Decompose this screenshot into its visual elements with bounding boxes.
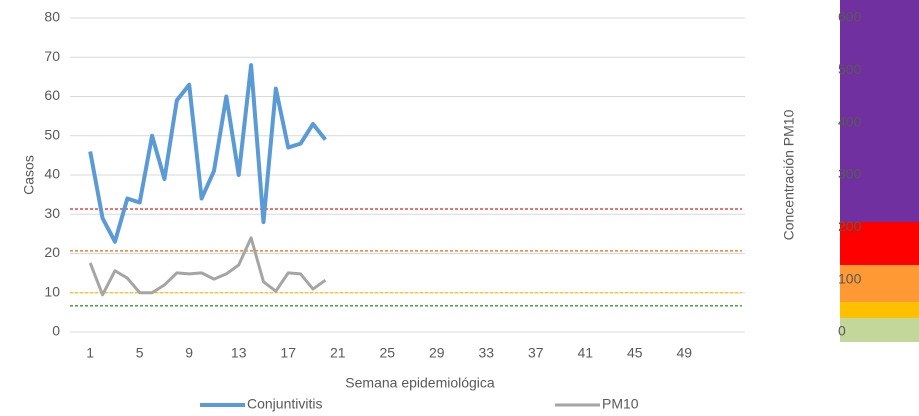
y2-axis-label: Concentración PM10	[781, 109, 797, 240]
color-band	[840, 0, 919, 222]
legend-label: Conjuntivitis	[247, 396, 322, 412]
x-tick-label: 29	[429, 345, 445, 361]
y2-tick-label: 200	[838, 218, 862, 234]
y2-tick-label: 300	[838, 166, 862, 182]
x-tick-label: 5	[136, 345, 144, 361]
y-tick-label: 0	[52, 323, 60, 339]
y-axis-label: Casos	[21, 155, 37, 195]
x-tick-label: 25	[379, 345, 395, 361]
x-tick-label: 1	[86, 345, 94, 361]
data-line	[88, 63, 327, 244]
x-tick-label: 21	[330, 345, 346, 361]
y-tick-label: 10	[44, 283, 60, 299]
x-tick-label: 49	[677, 345, 693, 361]
y-tick-label: 20	[44, 244, 60, 260]
y2-tick-label: 500	[838, 61, 862, 77]
x-tick-label: 33	[478, 345, 494, 361]
x-tick-label: 45	[627, 345, 643, 361]
y2-tick-label: 400	[838, 113, 862, 129]
x-tick-label: 17	[280, 345, 296, 361]
x-tick-label: 9	[185, 345, 193, 361]
data-line	[88, 236, 327, 297]
y2-tick-label: 100	[838, 270, 862, 286]
y2-tick-label: 0	[838, 323, 846, 339]
y-tick-label: 70	[44, 48, 60, 64]
x-tick-label: 37	[528, 345, 544, 361]
color-band	[840, 302, 919, 318]
x-tick-label: 13	[231, 345, 247, 361]
legend-label: PM10	[602, 396, 639, 412]
y-tick-label: 80	[44, 9, 60, 25]
y-tick-label: 60	[44, 87, 60, 103]
y-tick-label: 40	[44, 166, 60, 182]
x-axis-label: Semana epidemiológica	[345, 375, 495, 391]
y-tick-label: 50	[44, 126, 60, 142]
color-band	[840, 222, 919, 265]
x-tick-label: 41	[577, 345, 593, 361]
color-band	[840, 318, 919, 342]
y-tick-label: 30	[44, 205, 60, 221]
color-band	[840, 265, 919, 302]
y2-tick-label: 600	[838, 9, 862, 25]
